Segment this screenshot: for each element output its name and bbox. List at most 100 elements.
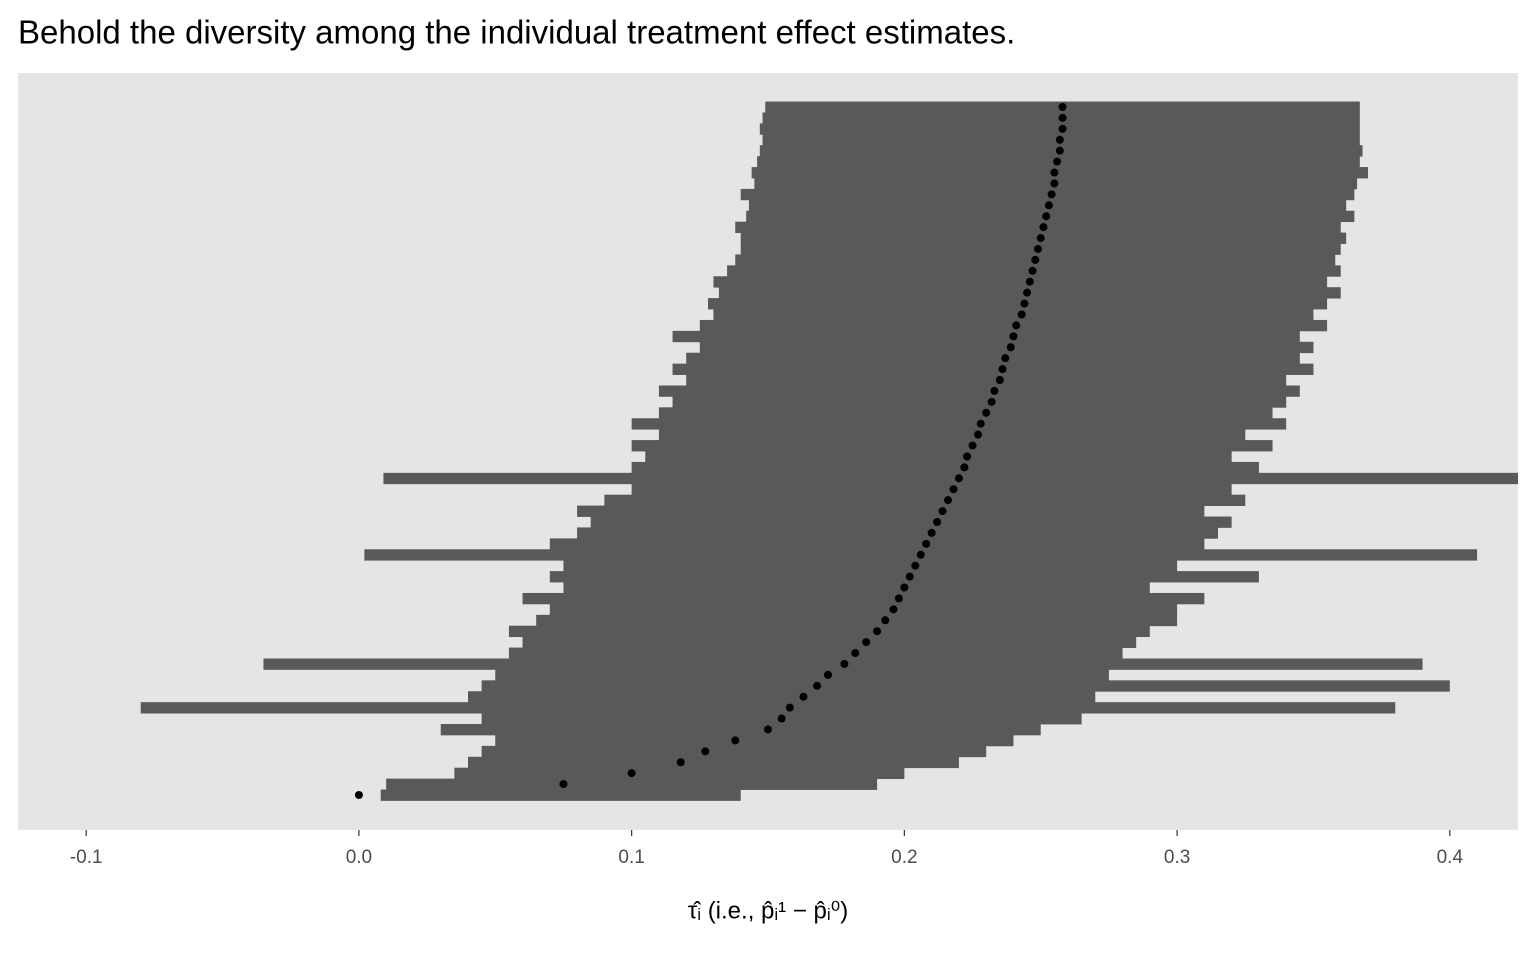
interval [508,647,1123,659]
estimate-point [1023,288,1032,297]
estimate-point [1009,332,1018,341]
estimate-point [927,528,936,537]
estimate-point [813,681,822,690]
interval [563,582,1150,594]
interval [746,210,1355,223]
interval [495,669,1109,681]
interval [631,461,1259,474]
interval [468,756,959,769]
estimate-point [881,616,890,625]
interval [549,538,1205,550]
estimate-point [799,692,808,701]
interval [590,516,1232,528]
estimate-point [559,780,568,789]
estimate-point [627,769,636,778]
interval [468,691,1096,703]
estimate-point [987,397,996,406]
estimate-point [990,386,999,395]
estimate-point [960,463,969,472]
estimate-point [1028,266,1037,275]
estimate-point [976,419,985,428]
estimate-point [1031,255,1040,264]
estimate-point [944,496,952,505]
interval [699,341,1314,354]
estimate-point [1058,124,1067,133]
x-tick-label: 0.3 [1164,847,1190,868]
x-axis-label: τ̂ᵢ (i.e., p̂ᵢ¹ − p̂ᵢ⁰) [688,897,848,924]
estimate-point [701,747,710,756]
interval [735,221,1341,233]
estimate-point [777,714,786,723]
interval [577,505,1205,517]
estimate-point [933,517,942,526]
estimate-point [851,649,860,658]
interval [713,309,1314,321]
interval [713,276,1328,288]
interval [508,625,1150,638]
estimate-point [1025,277,1034,286]
estimate-point [916,550,925,559]
estimate-point [785,703,794,712]
estimate-point [1050,179,1059,188]
interval [658,385,1300,397]
interval [577,527,1218,539]
interval [658,407,1273,419]
estimate-point [1039,223,1048,232]
interval [672,396,1287,408]
estimate-point [824,670,832,679]
estimate-point [1042,212,1051,221]
estimate-point [968,441,977,450]
x-tick-label: 0.2 [891,847,917,868]
estimate-point [911,561,920,570]
interval [481,680,1450,692]
interval [380,789,741,801]
estimate-point [1017,310,1026,319]
interval [631,418,1287,430]
interval [686,374,1287,386]
x-tick-label: 0.1 [618,847,644,868]
interval [481,745,987,758]
estimate-point [764,725,772,734]
estimate-point [1012,321,1021,330]
estimate-point [1053,157,1062,166]
interval [686,352,1300,365]
estimate-point [1044,201,1053,210]
interval [549,603,1178,616]
estimate-point [974,430,982,439]
estimate-point [954,474,963,483]
estimate-point [1055,135,1064,144]
estimate-point [900,583,909,592]
interval [495,734,1014,747]
interval [672,330,1300,343]
interval [631,483,1232,496]
estimate-point [1058,103,1067,111]
interval [383,472,1518,485]
estimate-point [905,572,914,581]
estimate-point [995,376,1004,385]
interval [440,724,1041,736]
estimate-point [949,485,958,494]
estimate-point [1055,146,1064,155]
interval [563,560,1178,572]
estimate-point [963,452,972,461]
estimate-point [862,638,871,647]
estimate-point [731,736,740,745]
estimate-point [998,365,1007,374]
interval [708,298,1328,310]
interval [536,614,1178,627]
interval [604,494,1246,507]
x-tick-label: 0.4 [1437,847,1464,868]
estimate-point [1050,168,1059,177]
interval [645,451,1232,463]
estimate-point [982,408,991,417]
x-tick-label: -0.1 [70,847,103,868]
estimate-point [889,605,898,614]
estimate-point [1047,190,1056,199]
estimate-point [938,507,947,516]
interval [140,702,1396,714]
interval [751,167,1368,179]
interval [631,440,1273,452]
estimate-point [1058,113,1067,122]
estimate-point [1020,299,1029,308]
